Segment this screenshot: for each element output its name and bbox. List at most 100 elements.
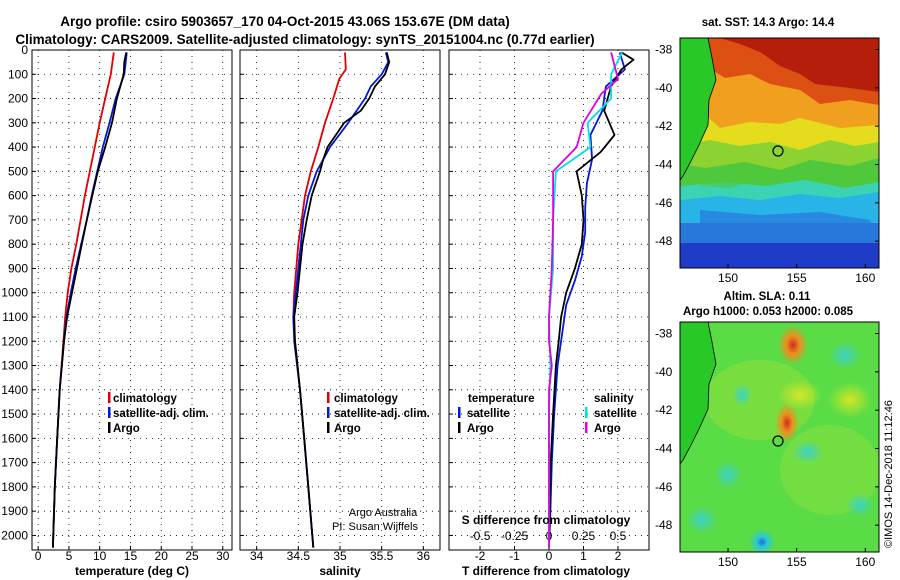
map-lat-label: -44: [655, 442, 673, 456]
depth-tick-label: 100: [8, 67, 28, 81]
legend-swatch-t-argo: [458, 422, 461, 433]
legend-swatch-satellite: [108, 407, 111, 418]
sst-map: [680, 38, 879, 268]
s-tick-label: -0.25: [501, 529, 529, 543]
sla-title-line-2: Argo h1000: 0.053 h2000: 0.085: [683, 306, 854, 318]
x-tick-label: 0: [546, 549, 553, 563]
legend-swatch-satellite: [327, 407, 330, 418]
sdiff-xlabel: S difference from climatology: [462, 513, 631, 527]
x-tick-label: 34: [250, 549, 264, 563]
copyright-watermark: ©IMOS 14-Dec-2018 11:12:46: [883, 400, 895, 548]
sal-legend-argo: Argo: [334, 423, 361, 435]
map-lon-label: 160: [855, 555, 875, 569]
depth-tick-label: 1800: [1, 480, 28, 494]
map-lat-label: -38: [655, 327, 673, 341]
sla-argo-marker: [772, 435, 784, 447]
map-lon-label: 155: [787, 271, 807, 285]
sal-legend-satellite: satellite-adj. clim.: [334, 408, 430, 420]
map-lat-label: -42: [655, 119, 673, 133]
depth-tick-label: 500: [8, 164, 28, 178]
x-tick-label: 34.5: [287, 549, 311, 563]
legend-swatch-argo: [108, 422, 111, 433]
x-tick-label: 25: [185, 549, 199, 563]
legend-swatch-climatology: [108, 392, 111, 403]
diff-legend-s-argo: Argo: [594, 423, 621, 435]
map-lat-label: -48: [655, 518, 673, 532]
x-tick-label: 35: [333, 549, 347, 563]
x-tick-label: 1: [580, 549, 587, 563]
map-lat-label: -46: [655, 196, 673, 210]
diff-legend-sal-title: salinity: [594, 393, 634, 405]
depth-tick-label: 700: [8, 213, 28, 227]
depth-tick-label: 1900: [1, 504, 28, 518]
map-lon-label: 150: [718, 271, 738, 285]
depth-tick-label: 1000: [1, 286, 28, 300]
depth-tick-label: 1400: [1, 383, 28, 397]
diff-legend-s-satellite: satellite: [594, 408, 637, 420]
salinity-xlabel: salinity: [319, 564, 361, 578]
temp-legend-climatology: climatology: [113, 393, 178, 405]
series-line-climatology: [52, 52, 115, 548]
s-tick-label: 0.5: [610, 529, 627, 543]
x-tick-label: 2: [615, 549, 622, 563]
series-line-argo: [52, 52, 128, 548]
sla-map: [680, 322, 879, 552]
credit-line-2: PI: Susan Wijffels: [332, 521, 418, 533]
depth-tick-label: 1300: [1, 359, 28, 373]
map-lon-label: 150: [718, 555, 738, 569]
diff-legend-t-satellite: satellite: [467, 408, 510, 420]
salinity-panel: [239, 49, 441, 551]
depth-tick-label: 600: [8, 189, 28, 203]
map-lat-label: -46: [655, 480, 673, 494]
depth-tick-label: 1700: [1, 456, 28, 470]
title-line-2: Climatology: CARS2009. Satellite-adjuste…: [15, 32, 594, 47]
series-line-t-satellite: [548, 52, 626, 548]
sst-argo-marker: [772, 145, 784, 157]
temperature-xlabel: temperature (deg C): [75, 564, 189, 578]
depth-tick-label: 900: [8, 261, 28, 275]
map-lat-label: -42: [655, 403, 673, 417]
depth-tick-label: 1200: [1, 334, 28, 348]
x-tick-label: -1: [509, 549, 520, 563]
depth-tick-label: 1500: [1, 407, 28, 421]
depth-tick-label: 400: [8, 140, 28, 154]
sal-legend-climatology: climatology: [334, 393, 399, 405]
map-lat-label: -38: [655, 43, 673, 57]
credit-line-1: Argo Australia: [349, 507, 418, 519]
sla-map-frame: [679, 321, 880, 553]
x-tick-label: 0: [35, 549, 42, 563]
sst-map-title: sat. SST: 14.3 Argo: 14.4: [702, 17, 835, 29]
depth-tick-label: 300: [8, 116, 28, 130]
map-lat-label: -40: [655, 81, 673, 95]
legend-swatch-t-satellite: [458, 407, 461, 418]
x-tick-label: 20: [155, 549, 169, 563]
x-tick-label: 30: [216, 549, 230, 563]
legend-swatch-climatology: [327, 392, 330, 403]
series-line-s-argo: [548, 52, 619, 548]
x-tick-label: 15: [124, 549, 138, 563]
map-lat-label: -48: [655, 234, 673, 248]
temperature-panel: [31, 49, 233, 551]
depth-tick-label: 200: [8, 92, 28, 106]
sst-map-frame: [679, 37, 880, 269]
series-line-climatology: [292, 52, 347, 548]
series-line-argo: [293, 52, 391, 548]
diff-legend-t-argo: Argo: [467, 423, 494, 435]
sla-title-line-1: Altim. SLA: 0.11: [724, 291, 812, 303]
x-tick-label: 35.5: [370, 549, 394, 563]
map-lon-label: 160: [855, 271, 875, 285]
map-lat-label: -40: [655, 365, 673, 379]
series-line-satellite-adj-clim-: [52, 52, 128, 548]
temp-legend-argo: Argo: [113, 423, 140, 435]
legend-swatch-s-satellite: [585, 407, 588, 418]
depth-tick-label: 0: [21, 43, 28, 57]
tdiff-xlabel: T difference from climatology: [462, 564, 630, 578]
legend-swatch-s-argo: [585, 422, 588, 433]
depth-tick-label: 1100: [2, 310, 28, 324]
map-lon-label: 155: [787, 555, 807, 569]
x-tick-label: 36: [417, 549, 431, 563]
series-line-t-argo: [548, 51, 635, 548]
temp-legend-satellite: satellite-adj. clim.: [113, 408, 209, 420]
depth-tick-label: 800: [8, 237, 28, 251]
